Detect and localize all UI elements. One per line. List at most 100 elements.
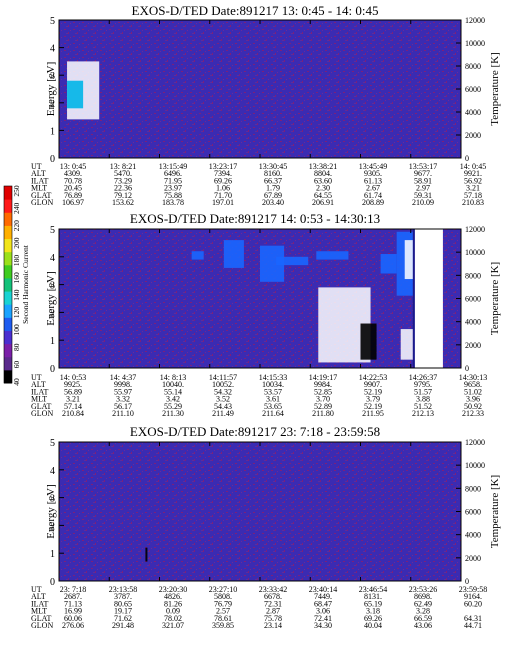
colorbar-tick-label: 220 <box>12 220 21 232</box>
ephemeris-cell: 76.79 <box>214 599 232 608</box>
ephemeris-cell: 54.43 <box>214 402 232 411</box>
ephemeris-cell: 211.49 <box>212 409 234 418</box>
y-tick-label: 0 <box>50 154 55 165</box>
ephemeris-cell: 55.29 <box>164 402 182 411</box>
ephemeris-cell: 2.57 <box>216 607 230 616</box>
colorbar-tick-label: 140 <box>12 289 21 301</box>
ephemeris-row-label: UT <box>31 373 42 382</box>
y-tick-label: 0 <box>50 364 55 375</box>
colorbar-tick-label: 60 <box>12 361 21 369</box>
y-tick-label: 3 <box>50 494 55 505</box>
ephemeris-cell: 23:13:58 <box>109 585 137 594</box>
ephemeris-cell: 1.06 <box>216 184 230 193</box>
y2-tick-label: 12000 <box>465 225 485 234</box>
ephemeris-cell: 13:30:45 <box>259 162 287 171</box>
ephemeris-cell: 4309. <box>64 169 82 178</box>
y2-tick-label: 8000 <box>465 62 481 71</box>
ephemeris-cell: 13: 8:21 <box>110 162 136 171</box>
y-tick-label: 1 <box>50 549 55 560</box>
ephemeris-cell: 71.95 <box>164 176 182 185</box>
ephemeris-cell: 9998. <box>114 380 132 389</box>
chart-panel-3: EXOS-D/TED Date:891217 23: 7:18 - 23:59:… <box>31 424 501 630</box>
colorbar-segment <box>4 330 12 345</box>
ephemeris-cell: 3.52 <box>216 395 230 404</box>
ephemeris-cell: 7394. <box>214 169 232 178</box>
heatmap-feature <box>276 256 309 266</box>
ephemeris-cell: 56.17 <box>114 402 132 411</box>
colorbar-segment <box>4 277 12 292</box>
y2-tick-label: 0 <box>465 364 469 373</box>
ephemeris-cell: 14:22:53 <box>359 373 387 382</box>
ephemeris-cell: 14:19:17 <box>309 373 337 382</box>
colorbar-tick-label: 100 <box>12 324 21 336</box>
ephemeris-row-label: GLON <box>31 409 53 418</box>
y-tick-label: 2 <box>50 521 55 532</box>
ephemeris-cell: 55.97 <box>114 387 132 396</box>
ephemeris-cell: 210.09 <box>412 198 434 207</box>
ephemeris-cell: 3.21 <box>66 395 80 404</box>
y-tick-label: 5 <box>50 225 55 236</box>
ephemeris-cell: 7449. <box>314 592 332 601</box>
ephemeris-cell: 55.14 <box>164 387 182 396</box>
ephemeris-cell: 14: 4:37 <box>110 373 136 382</box>
ephemeris-cell: 60.06 <box>64 614 82 623</box>
colorbar-tick-label: 160 <box>12 272 21 284</box>
ephemeris-cell: 75.88 <box>164 191 182 200</box>
ephemeris-cell: 66.37 <box>264 176 282 185</box>
ephemeris-cell: 3.06 <box>316 607 330 616</box>
ephemeris-cell: 6678. <box>264 592 282 601</box>
ephemeris-cell: 78.61 <box>214 614 232 623</box>
ephemeris-cell: 8160. <box>264 169 282 178</box>
colorbar-tick-label: 240 <box>12 202 21 214</box>
ephemeris-cell: 359.85 <box>212 621 234 630</box>
ephemeris-cell: 56.92 <box>464 176 482 185</box>
y2-tick-label: 0 <box>465 154 469 163</box>
ephemeris-cell: 8698. <box>414 592 432 601</box>
ephemeris-cell: 5470. <box>114 169 132 178</box>
ephemeris-row-label: ALT <box>31 592 46 601</box>
ephemeris-cell: 13:23:17 <box>209 162 237 171</box>
ephemeris-cell: 23:59:58 <box>459 585 487 594</box>
ephemeris-cell: 23:33:42 <box>259 585 287 594</box>
y2-tick-label: 4000 <box>465 108 481 117</box>
y-tick-label: 5 <box>50 438 55 449</box>
ephemeris-cell: 14:30:13 <box>459 373 487 382</box>
ephemeris-row-label: UT <box>31 162 42 171</box>
colorbar-segment <box>4 264 12 279</box>
ephemeris-cell: 50.92 <box>464 402 482 411</box>
y-tick-label: 0 <box>50 577 55 588</box>
y2-tick-label: 4000 <box>465 318 481 327</box>
ephemeris-cell: 3.28 <box>416 607 430 616</box>
ephemeris-cell: 59.31 <box>414 191 432 200</box>
y-tick-label: 3 <box>50 71 55 82</box>
ephemeris-cell: 8804. <box>314 169 332 178</box>
y-tick-label: 4 <box>50 44 55 55</box>
colorbar-frame <box>3 185 13 384</box>
ephemeris-cell: 211.64 <box>262 409 284 418</box>
ephemeris-cell: 2687. <box>64 592 82 601</box>
y-axis-label: Energy [eV] <box>45 484 57 538</box>
ephemeris-row-label: ALT <box>31 380 46 389</box>
ephemeris-cell: 197.01 <box>212 198 234 207</box>
ephemeris-cell: 3.21 <box>466 184 480 193</box>
ephemeris-row-label: ILAT <box>31 176 48 185</box>
ephemeris-cell: 291.48 <box>112 621 134 630</box>
y-tick-label: 2 <box>50 99 55 110</box>
ephemeris-cell: 13: 0:45 <box>60 162 86 171</box>
ephemeris-cell: 210.83 <box>462 198 484 207</box>
ephemeris-cell: 3.79 <box>366 395 380 404</box>
y2-tick-label: 10000 <box>465 39 485 48</box>
ephemeris-cell: 3.32 <box>116 395 130 404</box>
heatmap-feature <box>191 251 204 260</box>
ephemeris-cell: 23.14 <box>264 621 282 630</box>
heatmap-feature <box>404 240 413 280</box>
colorbar-tick-label: 120 <box>12 307 21 319</box>
ephemeris-cell: 81.26 <box>164 599 182 608</box>
colorbar-segment <box>4 251 12 266</box>
y2-tick-label: 6000 <box>465 85 481 94</box>
ephemeris-cell: 14: 0:53 <box>60 373 86 382</box>
y-tick-label: 4 <box>50 466 55 477</box>
ephemeris-cell: 60.20 <box>464 599 482 608</box>
heatmap-feature <box>67 80 84 109</box>
ephemeris-cell: 79.12 <box>114 191 132 200</box>
